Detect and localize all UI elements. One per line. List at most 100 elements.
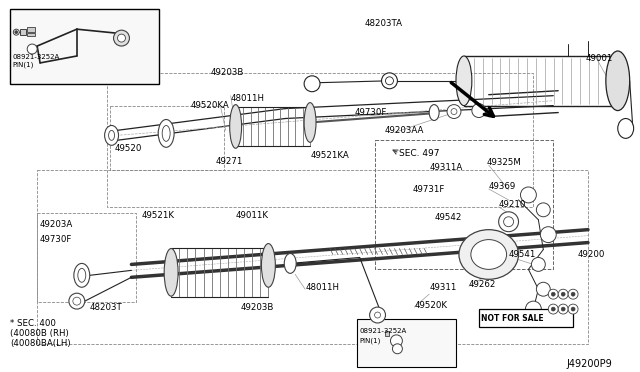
Ellipse shape bbox=[230, 105, 241, 148]
Text: 49311: 49311 bbox=[429, 283, 456, 292]
Ellipse shape bbox=[164, 248, 178, 296]
Ellipse shape bbox=[499, 212, 518, 232]
Ellipse shape bbox=[104, 125, 118, 145]
Bar bbox=[356, 319, 456, 367]
Bar bbox=[28, 33, 35, 36]
Ellipse shape bbox=[548, 289, 558, 299]
Text: 49203AA: 49203AA bbox=[385, 126, 424, 135]
Text: 49521KA: 49521KA bbox=[310, 151, 349, 160]
Bar bbox=[37, 213, 136, 302]
Ellipse shape bbox=[548, 304, 558, 314]
Text: PIN(1): PIN(1) bbox=[360, 337, 381, 344]
Text: * SEC. 400: * SEC. 400 bbox=[10, 320, 56, 328]
Text: 49520KA: 49520KA bbox=[191, 101, 230, 110]
Ellipse shape bbox=[374, 312, 381, 318]
Ellipse shape bbox=[471, 240, 507, 269]
Bar bbox=[10, 9, 159, 84]
Text: 48203TA: 48203TA bbox=[365, 19, 403, 28]
Ellipse shape bbox=[429, 105, 439, 121]
Ellipse shape bbox=[69, 293, 84, 309]
Ellipse shape bbox=[472, 104, 486, 118]
Ellipse shape bbox=[558, 304, 568, 314]
Ellipse shape bbox=[571, 292, 575, 296]
Text: (40080B (RH): (40080B (RH) bbox=[10, 329, 69, 339]
Ellipse shape bbox=[571, 307, 575, 311]
Text: 49325M: 49325M bbox=[487, 158, 522, 167]
Text: 49731F: 49731F bbox=[412, 186, 445, 195]
Ellipse shape bbox=[561, 292, 565, 296]
Ellipse shape bbox=[284, 253, 296, 273]
Text: 49520K: 49520K bbox=[414, 301, 447, 310]
Ellipse shape bbox=[262, 244, 275, 287]
Text: NOT FOR SALE: NOT FOR SALE bbox=[481, 314, 543, 323]
Ellipse shape bbox=[392, 344, 403, 354]
Text: 49001: 49001 bbox=[586, 54, 613, 64]
Bar bbox=[374, 140, 553, 269]
Ellipse shape bbox=[618, 119, 634, 138]
Ellipse shape bbox=[78, 268, 86, 282]
Ellipse shape bbox=[304, 103, 316, 142]
Ellipse shape bbox=[459, 230, 518, 279]
Ellipse shape bbox=[74, 263, 90, 287]
Ellipse shape bbox=[531, 257, 545, 271]
Text: 49011K: 49011K bbox=[236, 211, 269, 220]
Text: 49200: 49200 bbox=[578, 250, 605, 259]
Ellipse shape bbox=[561, 307, 565, 311]
Text: 49203B: 49203B bbox=[241, 302, 274, 312]
Text: 49271: 49271 bbox=[216, 157, 243, 166]
Ellipse shape bbox=[558, 289, 568, 299]
Ellipse shape bbox=[158, 119, 174, 147]
Text: 49210: 49210 bbox=[499, 201, 526, 209]
Ellipse shape bbox=[536, 203, 550, 217]
Text: 49262: 49262 bbox=[469, 280, 496, 289]
Ellipse shape bbox=[385, 77, 394, 85]
Text: 49369: 49369 bbox=[489, 183, 516, 192]
Text: 49520: 49520 bbox=[115, 144, 142, 153]
Bar bbox=[109, 106, 224, 170]
Bar bbox=[20, 29, 26, 35]
Ellipse shape bbox=[118, 34, 125, 42]
Text: 49730F: 49730F bbox=[355, 108, 387, 117]
Ellipse shape bbox=[28, 44, 37, 54]
Ellipse shape bbox=[390, 335, 403, 347]
Bar bbox=[479, 309, 573, 327]
Ellipse shape bbox=[73, 297, 81, 305]
Ellipse shape bbox=[551, 307, 556, 311]
Bar bbox=[28, 27, 35, 32]
Text: 48203T: 48203T bbox=[90, 302, 122, 312]
Text: 49311A: 49311A bbox=[429, 163, 463, 171]
Ellipse shape bbox=[456, 56, 472, 106]
Ellipse shape bbox=[504, 217, 513, 227]
Text: PIN(1): PIN(1) bbox=[12, 62, 34, 68]
Ellipse shape bbox=[520, 187, 536, 203]
Ellipse shape bbox=[540, 227, 556, 243]
Text: 49730F: 49730F bbox=[39, 235, 72, 244]
Bar bbox=[37, 170, 588, 344]
Ellipse shape bbox=[113, 30, 129, 46]
Ellipse shape bbox=[525, 301, 541, 317]
Text: 48011H: 48011H bbox=[230, 94, 265, 103]
Ellipse shape bbox=[304, 76, 320, 92]
Text: 49203A: 49203A bbox=[39, 220, 72, 229]
Text: 49203B: 49203B bbox=[211, 68, 244, 77]
Ellipse shape bbox=[568, 289, 578, 299]
Text: 49542: 49542 bbox=[434, 213, 461, 222]
Ellipse shape bbox=[15, 31, 18, 33]
Text: 48011H: 48011H bbox=[305, 283, 339, 292]
Ellipse shape bbox=[13, 29, 19, 35]
Ellipse shape bbox=[551, 292, 556, 296]
Text: 49541: 49541 bbox=[509, 250, 536, 259]
Text: J49200P9: J49200P9 bbox=[566, 359, 612, 369]
Ellipse shape bbox=[451, 109, 457, 115]
Ellipse shape bbox=[536, 282, 550, 296]
Ellipse shape bbox=[447, 105, 461, 119]
Ellipse shape bbox=[370, 307, 385, 323]
Ellipse shape bbox=[381, 73, 397, 89]
Text: 08921-3252A: 08921-3252A bbox=[360, 328, 407, 334]
Text: 08921-3252A: 08921-3252A bbox=[12, 54, 60, 60]
Bar bbox=[107, 73, 533, 207]
Ellipse shape bbox=[606, 51, 630, 110]
Ellipse shape bbox=[109, 131, 115, 140]
Text: SEC. 497: SEC. 497 bbox=[399, 149, 440, 158]
Ellipse shape bbox=[162, 125, 170, 141]
